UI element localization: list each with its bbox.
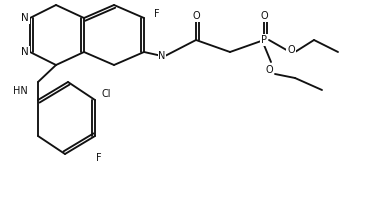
Text: HN: HN — [13, 86, 28, 96]
Text: O: O — [192, 11, 200, 21]
Text: O: O — [260, 11, 268, 21]
Text: F: F — [154, 9, 159, 19]
Text: Cl: Cl — [101, 89, 111, 99]
Text: O: O — [265, 65, 273, 75]
Text: N: N — [21, 13, 29, 23]
Text: N: N — [21, 47, 29, 57]
Text: P: P — [261, 35, 267, 45]
Text: F: F — [96, 153, 102, 163]
Text: O: O — [287, 45, 295, 55]
Text: N: N — [158, 51, 166, 61]
